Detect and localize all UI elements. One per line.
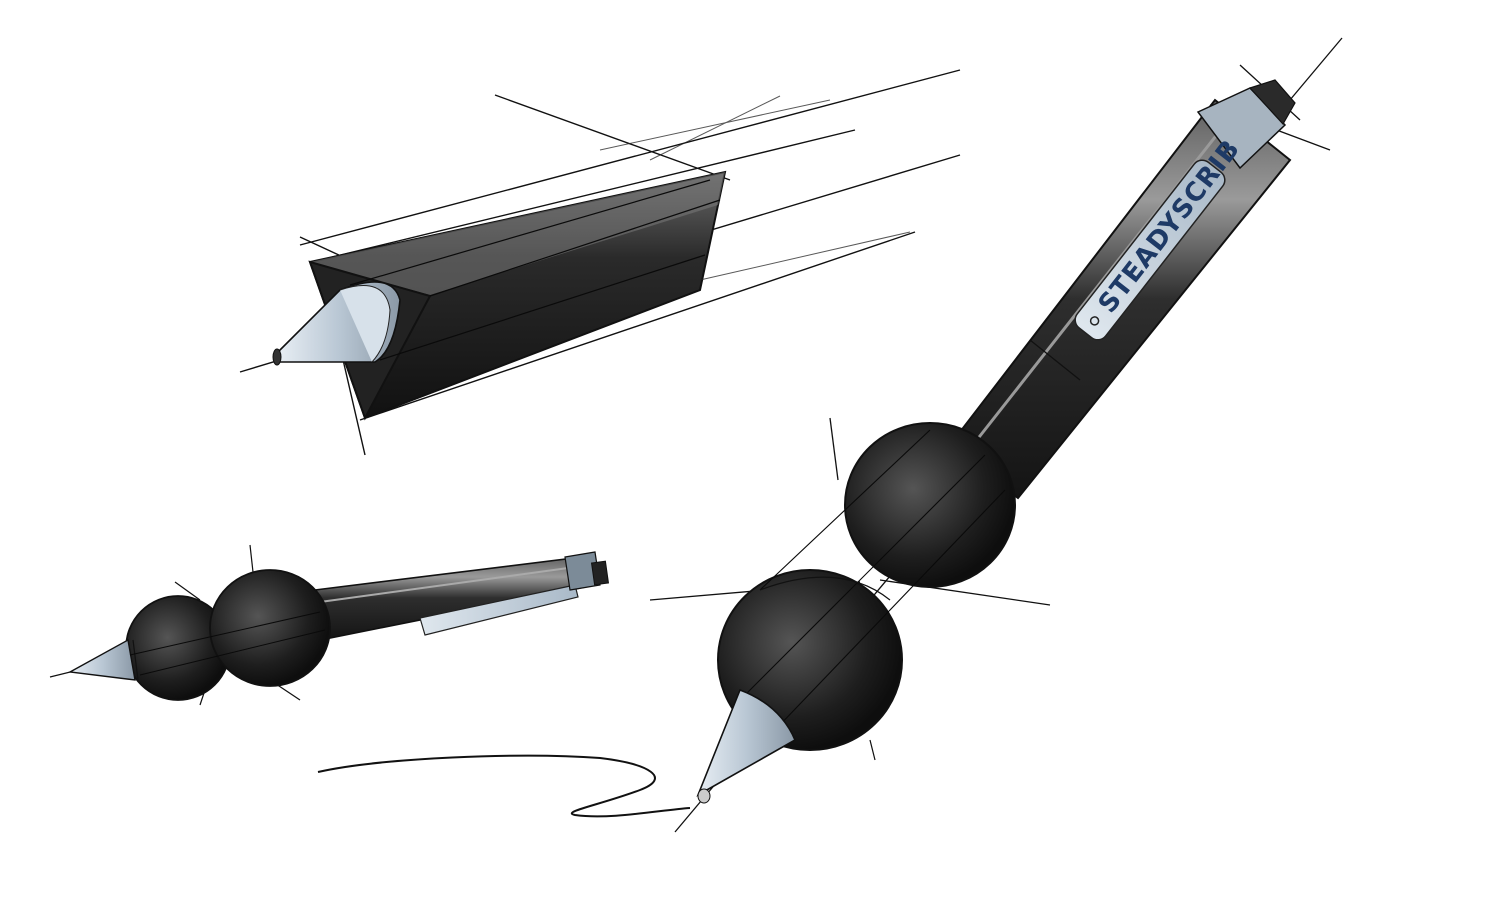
large-bulb-grip-pen-sketch: STEADYSCRIB (649, 37, 1343, 833)
small-bulb-grip-pen-sketch (49, 544, 610, 706)
triangular-pen-sketch (239, 69, 961, 456)
ink-squiggle (317, 754, 691, 818)
